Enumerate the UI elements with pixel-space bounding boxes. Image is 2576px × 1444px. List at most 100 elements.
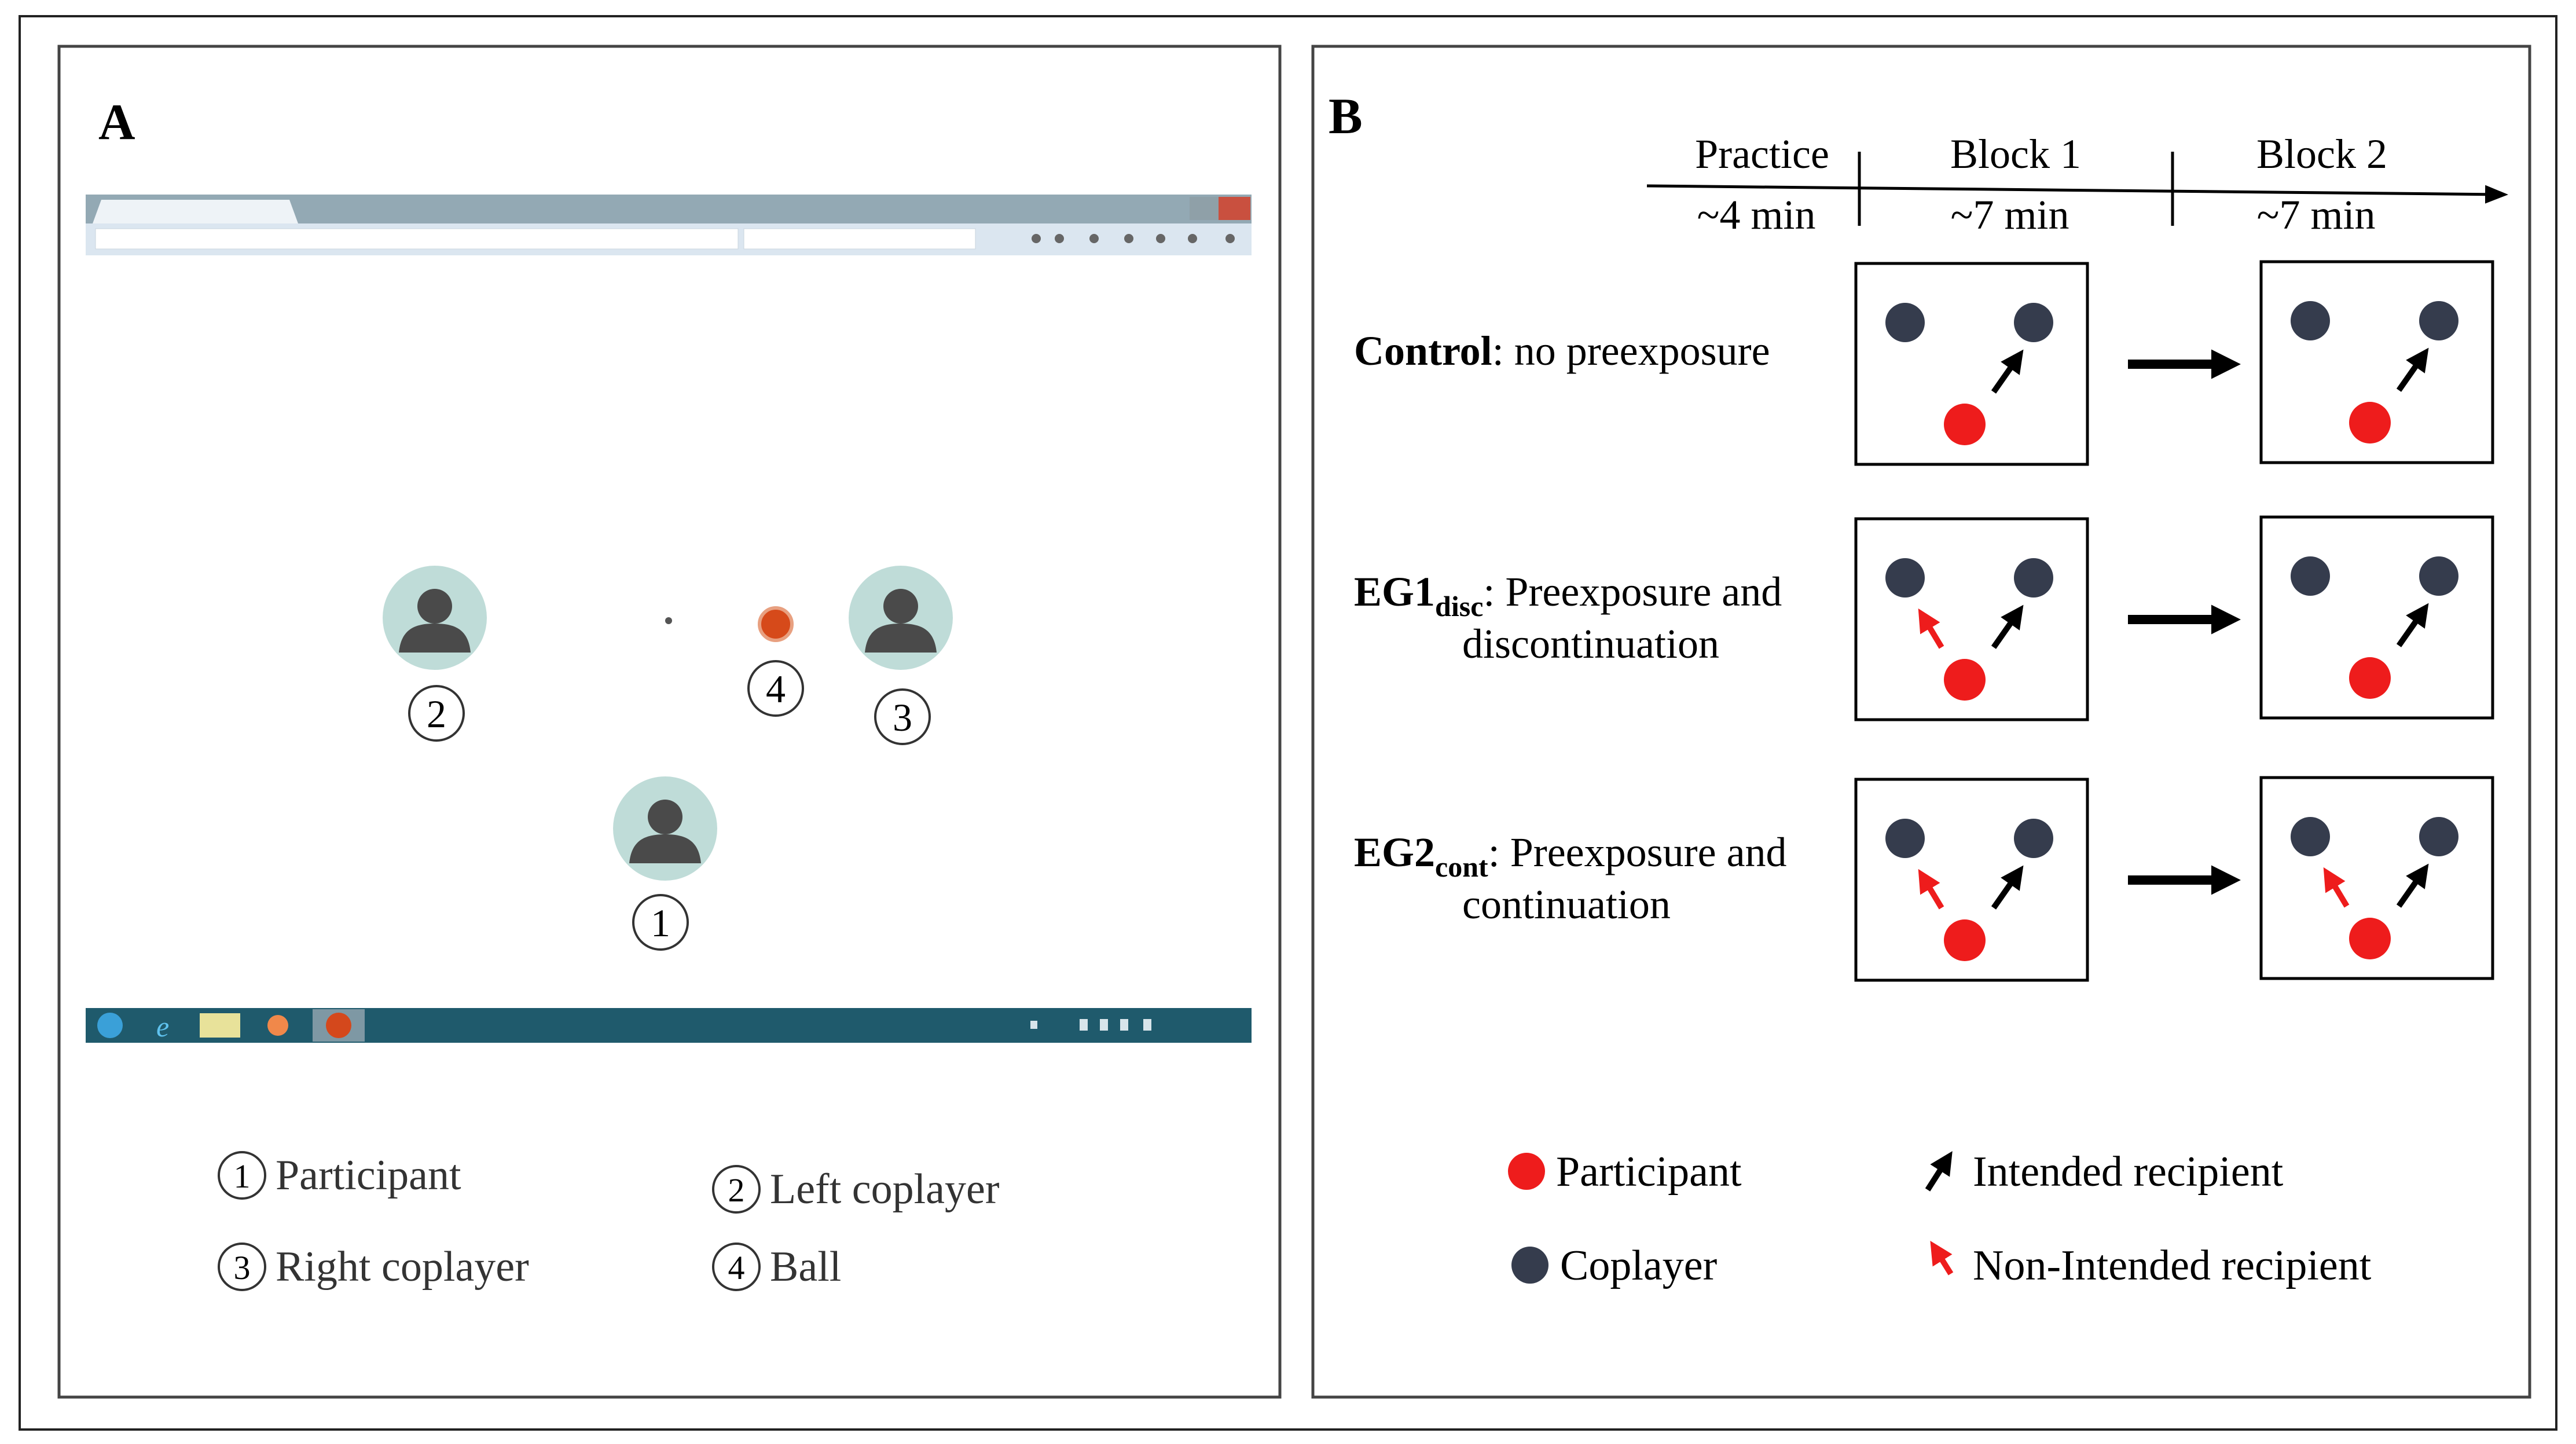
legend-a-number: 4 xyxy=(728,1249,745,1287)
coplayer-dot xyxy=(2419,556,2458,596)
coplayer-dot xyxy=(1885,303,1925,342)
legend-intended: Intended recipient xyxy=(1925,1148,2284,1196)
coplayer-dot xyxy=(1885,558,1925,598)
timeline-duration-label: ~7 min xyxy=(1951,192,2069,238)
coplayer-dot xyxy=(2291,817,2330,856)
condition-name: Control xyxy=(1354,328,1492,374)
number-badge: 4 xyxy=(747,660,804,717)
timeline-axis xyxy=(1646,184,2508,204)
legend-text: Coplayer xyxy=(1560,1242,1717,1289)
coplayer-dot xyxy=(2014,558,2053,598)
legend-text: Intended recipient xyxy=(1973,1148,2284,1196)
legend-a-text: Right coplayer xyxy=(276,1243,529,1291)
panel-a: A e 12 34 1 Partici xyxy=(57,45,1282,1399)
outer-frame xyxy=(19,15,2557,1431)
legend-a-number: 2 xyxy=(728,1171,745,1209)
intended-arrow xyxy=(2396,347,2429,392)
condition-subscript: disc xyxy=(1435,590,1483,622)
browser-toolbar xyxy=(86,195,1252,255)
number-badge: 3 xyxy=(874,688,931,745)
timeline-duration-label: ~4 min xyxy=(1697,192,1816,238)
nonintended-arrow xyxy=(1918,868,1944,910)
condition-name: EG1 xyxy=(1354,569,1435,615)
timeline: Practice ~4 min Block 1 ~7 min Block 2 ~7 min xyxy=(1646,131,2508,238)
firefox-icon[interactable] xyxy=(326,1013,351,1038)
game-schematic xyxy=(1854,262,2089,466)
ball xyxy=(758,606,794,642)
condition-label: EG2cont: Preexposure and xyxy=(1354,829,1787,883)
left-coplayer-avatar xyxy=(383,566,487,670)
intended-arrow xyxy=(2396,863,2429,908)
legend-a-number: 1 xyxy=(234,1157,251,1195)
legend-a-item: 4 Ball xyxy=(712,1243,841,1291)
legend-text: Participant xyxy=(1556,1148,1742,1196)
coplayer-dot xyxy=(2419,301,2458,340)
game-schematic xyxy=(2259,260,2494,464)
legend-nonintended: Non-Intended recipient xyxy=(1930,1241,2372,1289)
search-bar[interactable] xyxy=(743,228,976,250)
toolbar-icons xyxy=(1032,234,1235,243)
condition-subscript: cont xyxy=(1435,851,1488,883)
number-badge: 2 xyxy=(408,685,465,742)
coplayer-dot xyxy=(2419,817,2458,856)
coplayer-dot xyxy=(2291,301,2330,340)
legend-a-item: 2 Left coplayer xyxy=(712,1165,1000,1214)
condition-name: EG2 xyxy=(1354,829,1435,875)
condition-label: EG1disc: Preexposure and xyxy=(1354,569,1782,622)
game-schematic xyxy=(2259,515,2494,720)
address-bar[interactable] xyxy=(95,228,739,250)
intended-arrow-icon xyxy=(1925,1151,1953,1192)
intended-arrow xyxy=(1991,349,2024,394)
coplayer-dot xyxy=(2014,303,2053,342)
participant-avatar xyxy=(613,776,717,881)
condition-description: : Preexposure and xyxy=(1483,569,1782,615)
ball-shadow-dot xyxy=(665,617,672,624)
panel-a-label: A xyxy=(98,94,135,151)
right-coplayer-avatar xyxy=(849,566,953,670)
condition-description: : Preexposure and xyxy=(1488,829,1787,875)
game-schematic xyxy=(1854,517,2089,721)
ie-icon[interactable]: e xyxy=(156,1010,169,1043)
legend-a-text: Ball xyxy=(770,1243,841,1291)
folder-icon[interactable] xyxy=(200,1013,240,1038)
timeline-phase-label: Block 2 xyxy=(2256,131,2387,177)
condition-description: : no preexposure xyxy=(1492,328,1770,374)
timeline-phase-label: Block 1 xyxy=(1950,131,2081,177)
legend-a-item: 1 Participant xyxy=(218,1151,461,1200)
legend-participant: Participant xyxy=(1508,1148,1742,1196)
participant-dot xyxy=(2349,402,2391,444)
condition-description-line2: continuation xyxy=(1462,881,1671,928)
panel-b: B Practice ~4 min Block 1 ~7 min Block 2 ~7 m… xyxy=(1311,45,2531,1399)
number-badge-label: 4 xyxy=(766,667,786,711)
participant-dot xyxy=(1944,919,1986,961)
coplayer-dot xyxy=(2291,556,2330,596)
participant-dot xyxy=(2349,657,2391,699)
participant-dot xyxy=(2349,918,2391,959)
window-close-button[interactable] xyxy=(1219,197,1250,220)
system-tray xyxy=(1030,1019,1151,1031)
number-badge-label: 3 xyxy=(893,695,912,739)
panel-b-label: B xyxy=(1329,89,1363,145)
game-schematic xyxy=(1854,778,2089,982)
number-badge: 1 xyxy=(632,894,689,951)
start-button[interactable] xyxy=(97,1013,123,1038)
intended-arrow xyxy=(1991,604,2024,649)
timeline-duration-label: ~7 min xyxy=(2257,192,2376,238)
participant-dot xyxy=(1944,659,1986,701)
game-schematic xyxy=(2259,776,2494,980)
participant-dot xyxy=(1944,404,1986,445)
legend-a-number: 3 xyxy=(234,1249,251,1287)
intended-arrow xyxy=(2396,603,2429,647)
browser-tab[interactable] xyxy=(93,200,298,223)
nonintended-arrow-icon xyxy=(1930,1241,1954,1276)
media-icon[interactable] xyxy=(267,1015,288,1036)
number-badge-label: 2 xyxy=(427,692,446,736)
legend-a-text: Participant xyxy=(276,1152,461,1199)
timeline-phase-label: Practice xyxy=(1695,131,1829,177)
coplayer-dot xyxy=(2014,819,2053,858)
legend-a-text: Left coplayer xyxy=(770,1166,1000,1213)
number-badge-label: 1 xyxy=(651,901,670,945)
